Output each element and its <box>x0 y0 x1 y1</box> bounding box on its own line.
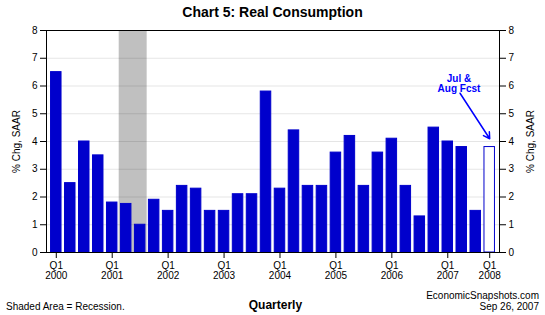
svg-text:3: 3 <box>509 163 515 174</box>
svg-text:5: 5 <box>32 108 38 119</box>
html-text:Shaded Area = Recession.: Shaded Area = Recession. <box>6 301 125 312</box>
svg-text:1: 1 <box>509 219 515 230</box>
svg-text:7: 7 <box>32 52 38 63</box>
svg-text:Q12001: Q12001 <box>101 260 124 281</box>
svg-text:8: 8 <box>32 25 38 36</box>
svg-text:Jul &Aug Fcst: Jul &Aug Fcst <box>438 73 481 94</box>
html-text:EconomicSnapshots.com Sep 26,: EconomicSnapshots.com Sep 26, 2007 <box>426 290 539 312</box>
svg-text:1: 1 <box>32 219 38 230</box>
svg-text:2: 2 <box>32 191 38 202</box>
svg-text:7: 7 <box>509 52 515 63</box>
svg-text:0: 0 <box>509 247 515 258</box>
svg-text:Q12002: Q12002 <box>157 260 180 281</box>
svg-text:8: 8 <box>509 25 515 36</box>
svg-text:0: 0 <box>32 247 38 258</box>
svg-text:2: 2 <box>509 191 515 202</box>
svg-text:5: 5 <box>509 108 515 119</box>
svg-text:Q12006: Q12006 <box>381 260 404 281</box>
svg-text:4: 4 <box>509 136 515 147</box>
html-text:Chart 5: Real Consumption: Chart 5: Real Consumption <box>182 4 363 20</box>
svg-text:4: 4 <box>32 136 38 147</box>
svg-text:Q12008: Q12008 <box>479 260 502 281</box>
html-text:Quarterly: Quarterly <box>248 298 303 312</box>
svg-text:Q12007: Q12007 <box>437 260 460 281</box>
svg-text:Q12005: Q12005 <box>325 260 348 281</box>
svg-text:6: 6 <box>509 80 515 91</box>
svg-text:% Chg, SAAR: % Chg, SAAR <box>525 110 536 173</box>
svg-text:3: 3 <box>32 163 38 174</box>
svg-text:6: 6 <box>32 80 38 91</box>
svg-text:Q12004: Q12004 <box>269 260 292 281</box>
svg-text:Q12003: Q12003 <box>213 260 236 281</box>
svg-text:Q12000: Q12000 <box>45 260 68 281</box>
svg-text:% Chg, SAAR: % Chg, SAAR <box>11 110 22 173</box>
